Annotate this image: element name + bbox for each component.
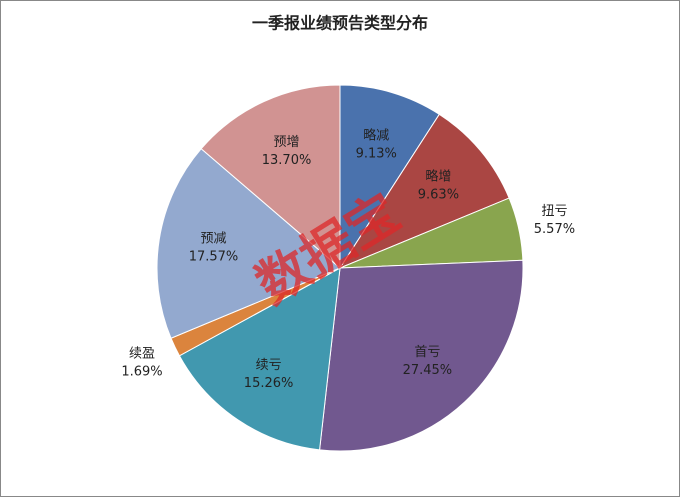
chart-title: 一季报业绩预告类型分布 (252, 14, 428, 33)
value-label: 15.26% (244, 376, 294, 391)
value-label: 9.13% (356, 147, 397, 162)
value-label: 9.63% (418, 188, 459, 203)
pie-slice (319, 259, 524, 452)
slice-label: 略增 (425, 169, 451, 185)
pie-slice (338, 113, 510, 270)
slice-label: 预减 (200, 231, 226, 246)
pie-slice (156, 148, 341, 339)
slice-label: 续亏 (256, 358, 282, 373)
value-label: 27.45% (403, 363, 453, 378)
pie-slice (178, 267, 341, 451)
value-label: 5.57% (534, 222, 575, 237)
slice-label: 略减 (363, 128, 389, 144)
pie-slice (339, 84, 441, 270)
slice-label: 预增 (274, 135, 300, 150)
slice-label: 续盈 (129, 346, 155, 361)
value-label: 17.57% (189, 249, 239, 264)
value-label: 1.69% (121, 364, 162, 379)
slice-label: 扭亏 (541, 204, 567, 219)
slice-label: 首亏 (414, 345, 440, 360)
pie-slice (200, 84, 341, 270)
value-label: 13.70% (262, 153, 312, 168)
